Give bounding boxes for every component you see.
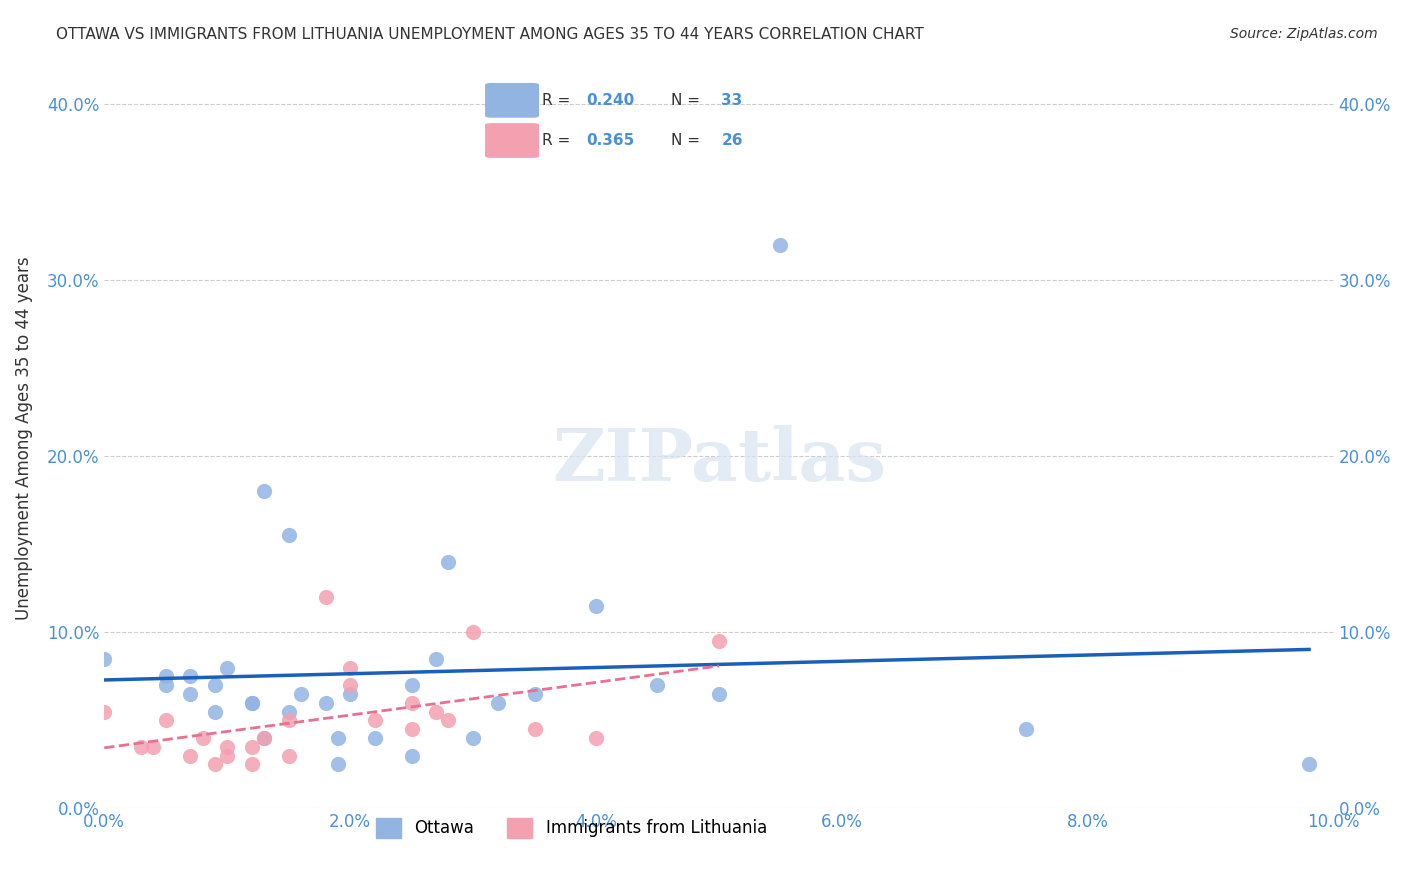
Point <box>326 757 349 772</box>
Point <box>155 678 177 692</box>
Point <box>486 696 509 710</box>
Point <box>523 687 546 701</box>
Point <box>277 748 299 763</box>
Point <box>1015 722 1038 736</box>
Point <box>253 731 276 745</box>
Point <box>1298 757 1320 772</box>
Point <box>217 748 239 763</box>
Text: 26: 26 <box>721 133 742 147</box>
Point <box>179 669 201 683</box>
Point <box>425 705 447 719</box>
Point <box>240 696 263 710</box>
Point <box>93 705 115 719</box>
Point <box>142 739 165 754</box>
Point <box>277 705 299 719</box>
Point <box>277 714 299 728</box>
Text: 0.365: 0.365 <box>586 133 634 147</box>
Point <box>155 669 177 683</box>
Point <box>240 696 263 710</box>
Point <box>240 739 263 754</box>
Legend: Ottawa, Immigrants from Lithuania: Ottawa, Immigrants from Lithuania <box>370 811 773 845</box>
Point <box>326 731 349 745</box>
Point <box>191 731 214 745</box>
Text: 0.240: 0.240 <box>586 94 634 108</box>
Point <box>523 722 546 736</box>
Text: OTTAWA VS IMMIGRANTS FROM LITHUANIA UNEMPLOYMENT AMONG AGES 35 TO 44 YEARS CORRE: OTTAWA VS IMMIGRANTS FROM LITHUANIA UNEM… <box>56 27 924 42</box>
Point <box>315 696 337 710</box>
Point <box>339 678 361 692</box>
Point <box>585 731 607 745</box>
FancyBboxPatch shape <box>485 83 538 118</box>
Text: 33: 33 <box>721 94 742 108</box>
Point <box>240 757 263 772</box>
Point <box>277 528 299 542</box>
Text: N =: N = <box>671 94 704 108</box>
Point <box>437 555 460 569</box>
Point <box>585 599 607 613</box>
Point <box>93 651 115 665</box>
Point <box>707 687 730 701</box>
Point <box>155 714 177 728</box>
Point <box>364 731 387 745</box>
Point <box>461 731 484 745</box>
Text: R =: R = <box>543 133 575 147</box>
Point <box>401 678 423 692</box>
Point <box>401 696 423 710</box>
Point <box>204 678 226 692</box>
Point <box>461 625 484 640</box>
Point <box>253 731 276 745</box>
Point <box>290 687 312 701</box>
Point <box>204 757 226 772</box>
Point <box>401 748 423 763</box>
Point <box>217 739 239 754</box>
Y-axis label: Unemployment Among Ages 35 to 44 years: Unemployment Among Ages 35 to 44 years <box>15 257 32 620</box>
Point <box>425 651 447 665</box>
Point <box>647 678 669 692</box>
Text: ZIPatlas: ZIPatlas <box>553 425 886 496</box>
Point <box>437 714 460 728</box>
Text: Source: ZipAtlas.com: Source: ZipAtlas.com <box>1230 27 1378 41</box>
Point <box>401 722 423 736</box>
Point <box>217 660 239 674</box>
Point <box>769 237 792 252</box>
Point <box>315 590 337 604</box>
FancyBboxPatch shape <box>485 123 538 158</box>
Text: R =: R = <box>543 94 575 108</box>
Point <box>129 739 152 754</box>
Point <box>339 660 361 674</box>
Point <box>364 714 387 728</box>
Text: N =: N = <box>671 133 704 147</box>
Point <box>707 634 730 648</box>
Point <box>253 484 276 499</box>
Point <box>179 687 201 701</box>
Point <box>339 687 361 701</box>
Point <box>204 705 226 719</box>
Point <box>179 748 201 763</box>
